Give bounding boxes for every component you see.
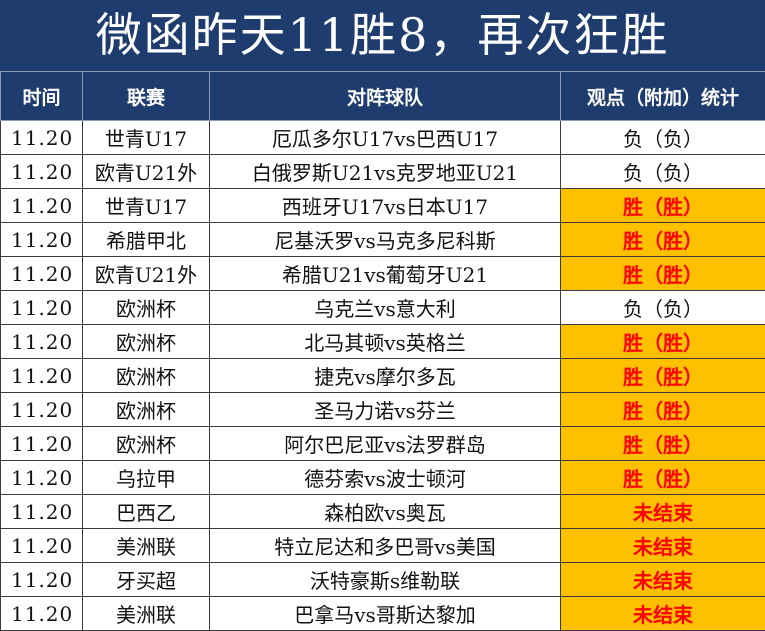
result-cell: 未结束 — [561, 495, 765, 529]
result-cell: 胜（胜） — [561, 427, 765, 461]
match-cell: 沃特豪斯s维勒联 — [210, 563, 561, 597]
result-cell: 未结束 — [561, 563, 765, 597]
date-cell: 11.20 — [1, 121, 83, 155]
match-cell: 巴拿马vs哥斯达黎加 — [210, 597, 561, 631]
date-cell: 11.20 — [1, 325, 83, 359]
result-cell: 未结束 — [561, 529, 765, 563]
result-cell: 未结束 — [561, 597, 765, 631]
result-cell: 负（负） — [561, 291, 765, 325]
date-cell: 11.20 — [1, 563, 83, 597]
match-cell: 阿尔巴尼亚vs法罗群岛 — [210, 427, 561, 461]
league-cell: 牙买超 — [83, 563, 210, 597]
date-cell: 11.20 — [1, 529, 83, 563]
match-cell: 希腊U21vs葡萄牙U21 — [210, 257, 561, 291]
page-title: 微函昨天11胜8，再次狂胜 — [0, 0, 765, 71]
result-cell: 负（负） — [561, 121, 765, 155]
header-match: 对阵球队 — [210, 72, 561, 121]
result-cell: 胜（胜） — [561, 189, 765, 223]
date-cell: 11.20 — [1, 155, 83, 189]
match-cell: 白俄罗斯U21vs克罗地亚U21 — [210, 155, 561, 189]
match-cell: 北马其顿vs英格兰 — [210, 325, 561, 359]
header-date: 时间 — [1, 72, 83, 121]
header-league: 联赛 — [83, 72, 210, 121]
match-cell: 尼基沃罗vs马克多尼科斯 — [210, 223, 561, 257]
match-cell: 森柏欧vs奥瓦 — [210, 495, 561, 529]
league-cell: 欧洲杯 — [83, 393, 210, 427]
date-cell: 11.20 — [1, 359, 83, 393]
match-cell: 乌克兰vs意大利 — [210, 291, 561, 325]
league-cell: 欧青U21外 — [83, 155, 210, 189]
league-cell: 巴西乙 — [83, 495, 210, 529]
league-cell: 欧洲杯 — [83, 325, 210, 359]
league-cell: 欧洲杯 — [83, 291, 210, 325]
result-cell: 负（负） — [561, 155, 765, 189]
league-cell: 世青U17 — [83, 189, 210, 223]
league-cell: 美洲联 — [83, 597, 210, 631]
date-cell: 11.20 — [1, 427, 83, 461]
league-cell: 乌拉甲 — [83, 461, 210, 495]
result-cell: 胜（胜） — [561, 461, 765, 495]
match-cell: 厄瓜多尔U17vs巴西U17 — [210, 121, 561, 155]
date-cell: 11.20 — [1, 223, 83, 257]
date-cell: 11.20 — [1, 291, 83, 325]
match-cell: 西班牙U17vs日本U17 — [210, 189, 561, 223]
result-cell: 胜（胜） — [561, 393, 765, 427]
league-cell: 世青U17 — [83, 121, 210, 155]
date-cell: 11.20 — [1, 597, 83, 631]
table-header-row: 时间 联赛 对阵球队 观点（附加）统计 — [1, 72, 765, 121]
match-cell: 捷克vs摩尔多瓦 — [210, 359, 561, 393]
league-cell: 欧洲杯 — [83, 359, 210, 393]
match-cell: 圣马力诺vs芬兰 — [210, 393, 561, 427]
league-cell: 希腊甲北 — [83, 223, 210, 257]
date-cell: 11.20 — [1, 461, 83, 495]
match-cell: 特立尼达和多巴哥vs美国 — [210, 529, 561, 563]
result-cell: 胜（胜） — [561, 359, 765, 393]
date-cell: 11.20 — [1, 495, 83, 529]
result-cell: 胜（胜） — [561, 223, 765, 257]
result-cell: 胜（胜） — [561, 257, 765, 291]
date-cell: 11.20 — [1, 393, 83, 427]
match-cell: 德芬索vs波士顿河 — [210, 461, 561, 495]
league-cell: 美洲联 — [83, 529, 210, 563]
header-result: 观点（附加）统计 — [561, 72, 765, 121]
date-cell: 11.20 — [1, 189, 83, 223]
result-cell: 胜（胜） — [561, 325, 765, 359]
date-cell: 11.20 — [1, 257, 83, 291]
league-cell: 欧青U21外 — [83, 257, 210, 291]
league-cell: 欧洲杯 — [83, 427, 210, 461]
